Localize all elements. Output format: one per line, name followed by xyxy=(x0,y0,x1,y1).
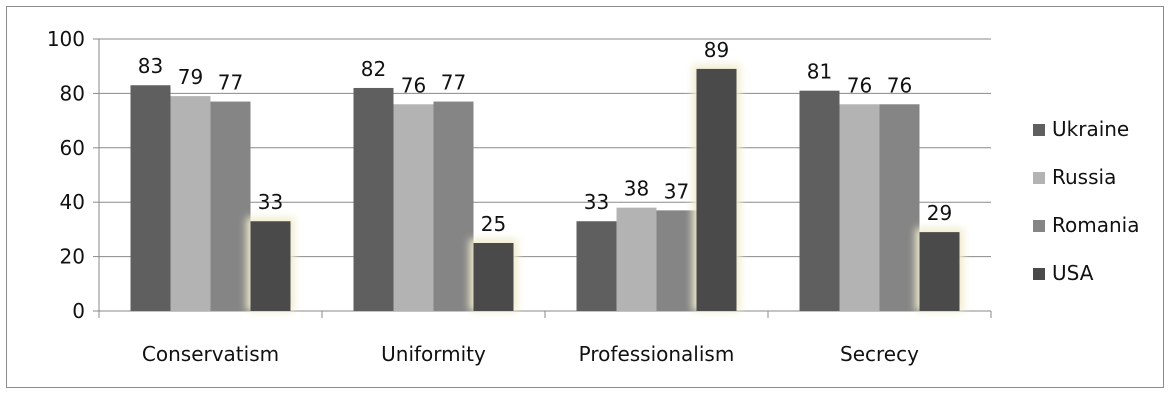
bar-usa xyxy=(473,243,514,311)
y-tick-label: 20 xyxy=(60,245,85,269)
data-label: 77 xyxy=(218,71,243,95)
data-label: 33 xyxy=(584,190,609,214)
legend-label: Ukraine xyxy=(1052,117,1129,141)
y-tick-label: 80 xyxy=(60,81,85,105)
legend-swatch xyxy=(1033,124,1045,136)
data-label: 82 xyxy=(361,57,386,81)
bar-russia xyxy=(393,104,434,311)
legend-swatch xyxy=(1033,220,1045,232)
category-label: Conservatism xyxy=(142,342,279,366)
data-label: 81 xyxy=(807,60,832,84)
bar-usa xyxy=(919,232,960,311)
bar-ukraine xyxy=(799,90,840,312)
data-label: 38 xyxy=(624,177,649,201)
data-label: 76 xyxy=(401,73,426,97)
y-tick-label: 0 xyxy=(72,299,85,323)
bar-romania xyxy=(210,101,251,311)
bar-ukraine xyxy=(576,221,617,311)
data-label: 77 xyxy=(441,71,466,95)
data-label: 76 xyxy=(847,73,872,97)
bar-usa xyxy=(696,68,737,311)
data-label: 89 xyxy=(704,38,729,62)
bar-romania xyxy=(656,210,697,311)
data-label: 33 xyxy=(258,190,283,214)
legend-swatch xyxy=(1033,172,1045,184)
bar-russia xyxy=(170,96,211,312)
legend-label: USA xyxy=(1052,261,1094,285)
bar-romania xyxy=(879,104,920,311)
bar-ukraine xyxy=(353,87,394,312)
y-tick-label: 40 xyxy=(60,190,85,214)
category-label: Professionalism xyxy=(579,342,735,366)
bars xyxy=(130,64,964,312)
bar-russia xyxy=(839,104,880,311)
y-tick-label: 60 xyxy=(60,136,85,160)
data-label: 76 xyxy=(887,73,912,97)
category-label: Uniformity xyxy=(381,342,486,366)
legend: Ukraine Russia Romania USA xyxy=(1033,117,1139,285)
category-label: Secrecy xyxy=(840,342,919,366)
bar-usa xyxy=(250,221,291,311)
data-label: 29 xyxy=(927,201,952,225)
data-label: 79 xyxy=(178,65,203,89)
y-tick-label: 100 xyxy=(47,27,85,51)
data-labels: 83 79 77 33 82 76 77 25 33 38 37 89 81 76 76 29 xyxy=(138,38,952,236)
legend-label: Russia xyxy=(1052,165,1116,189)
data-label: 25 xyxy=(481,212,506,236)
bar-romania xyxy=(433,101,474,311)
bar-russia xyxy=(616,207,657,311)
data-label: 37 xyxy=(664,179,689,203)
data-label: 83 xyxy=(138,54,163,78)
legend-label: Romania xyxy=(1052,213,1139,237)
legend-swatch xyxy=(1033,268,1045,280)
bar-ukraine xyxy=(130,85,171,312)
axes: 0 20 40 60 80 100 Conservatism Uniformity Profes… xyxy=(47,27,992,366)
